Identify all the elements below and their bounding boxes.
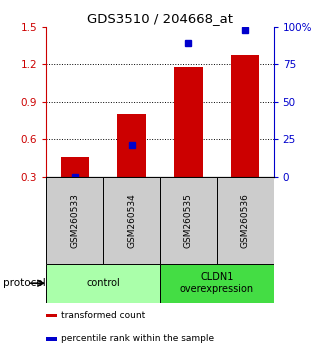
Text: CLDN1
overexpression: CLDN1 overexpression: [180, 272, 254, 294]
Bar: [46, 264, 160, 303]
Bar: [46, 314, 57, 318]
Bar: [174, 67, 203, 177]
Text: GSM260534: GSM260534: [127, 193, 136, 248]
Text: GSM260535: GSM260535: [184, 193, 193, 248]
Bar: [46, 337, 57, 341]
Bar: [60, 157, 89, 177]
Bar: [160, 264, 274, 303]
Text: transformed count: transformed count: [61, 312, 145, 320]
Bar: [231, 55, 260, 177]
Text: GSM260533: GSM260533: [70, 193, 79, 248]
Text: GSM260536: GSM260536: [241, 193, 250, 248]
Bar: [46, 177, 103, 264]
Bar: [160, 177, 217, 264]
Bar: [117, 114, 146, 177]
Title: GDS3510 / 204668_at: GDS3510 / 204668_at: [87, 12, 233, 25]
Bar: [103, 177, 160, 264]
Bar: [217, 177, 274, 264]
Text: protocol: protocol: [3, 278, 46, 288]
Text: control: control: [86, 278, 120, 288]
Text: percentile rank within the sample: percentile rank within the sample: [61, 335, 214, 343]
